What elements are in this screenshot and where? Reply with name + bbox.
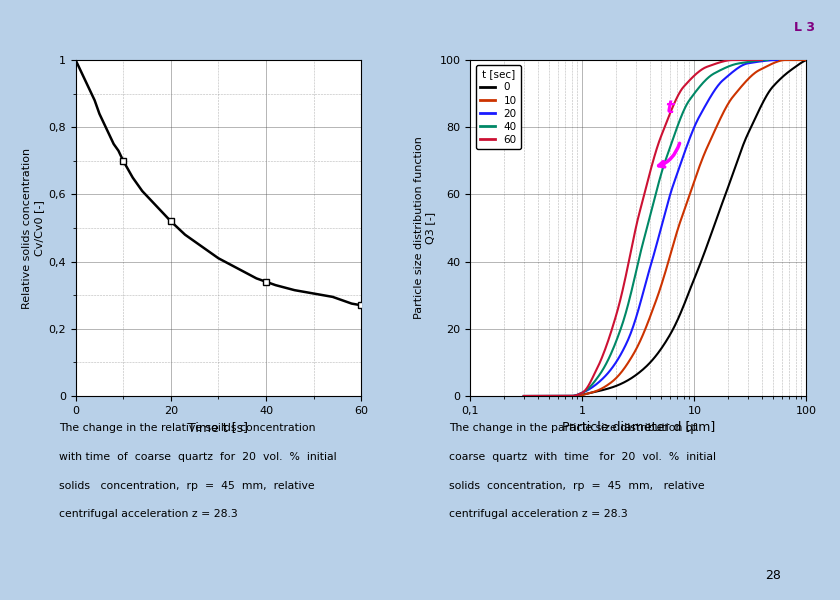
Text: The change in the particle size distribution of: The change in the particle size distribu…: [449, 423, 697, 433]
Text: The change in the relative soilds concentration: The change in the relative soilds concen…: [59, 423, 315, 433]
X-axis label: Time t [s]: Time t [s]: [188, 421, 249, 434]
Text: L 3: L 3: [794, 21, 815, 34]
Text: centrifugal acceleration z = 28.3: centrifugal acceleration z = 28.3: [59, 509, 238, 520]
Legend: 0, 10, 20, 40, 60: 0, 10, 20, 40, 60: [475, 65, 521, 149]
Text: 28: 28: [765, 569, 781, 582]
X-axis label: Particle diameter d [μm]: Particle diameter d [μm]: [562, 421, 715, 434]
Y-axis label: Relative solids concentration
Cv/Cv0 [-]: Relative solids concentration Cv/Cv0 [-]: [23, 148, 44, 308]
Text: centrifugal acceleration z = 28.3: centrifugal acceleration z = 28.3: [449, 509, 628, 520]
Y-axis label: Particle size distribution function
Q3 [-]: Particle size distribution function Q3 […: [414, 137, 435, 319]
Text: t: t: [665, 99, 674, 117]
Text: solids  concentration,  rp  =  45  mm,   relative: solids concentration, rp = 45 mm, relati…: [449, 481, 705, 491]
Text: with time  of  coarse  quartz  for  20  vol.  %  initial: with time of coarse quartz for 20 vol. %…: [59, 452, 337, 462]
Text: solids   concentration,  rp  =  45  mm,  relative: solids concentration, rp = 45 mm, relati…: [59, 481, 314, 491]
Text: coarse  quartz  with  time   for  20  vol.  %  initial: coarse quartz with time for 20 vol. % in…: [449, 452, 717, 462]
